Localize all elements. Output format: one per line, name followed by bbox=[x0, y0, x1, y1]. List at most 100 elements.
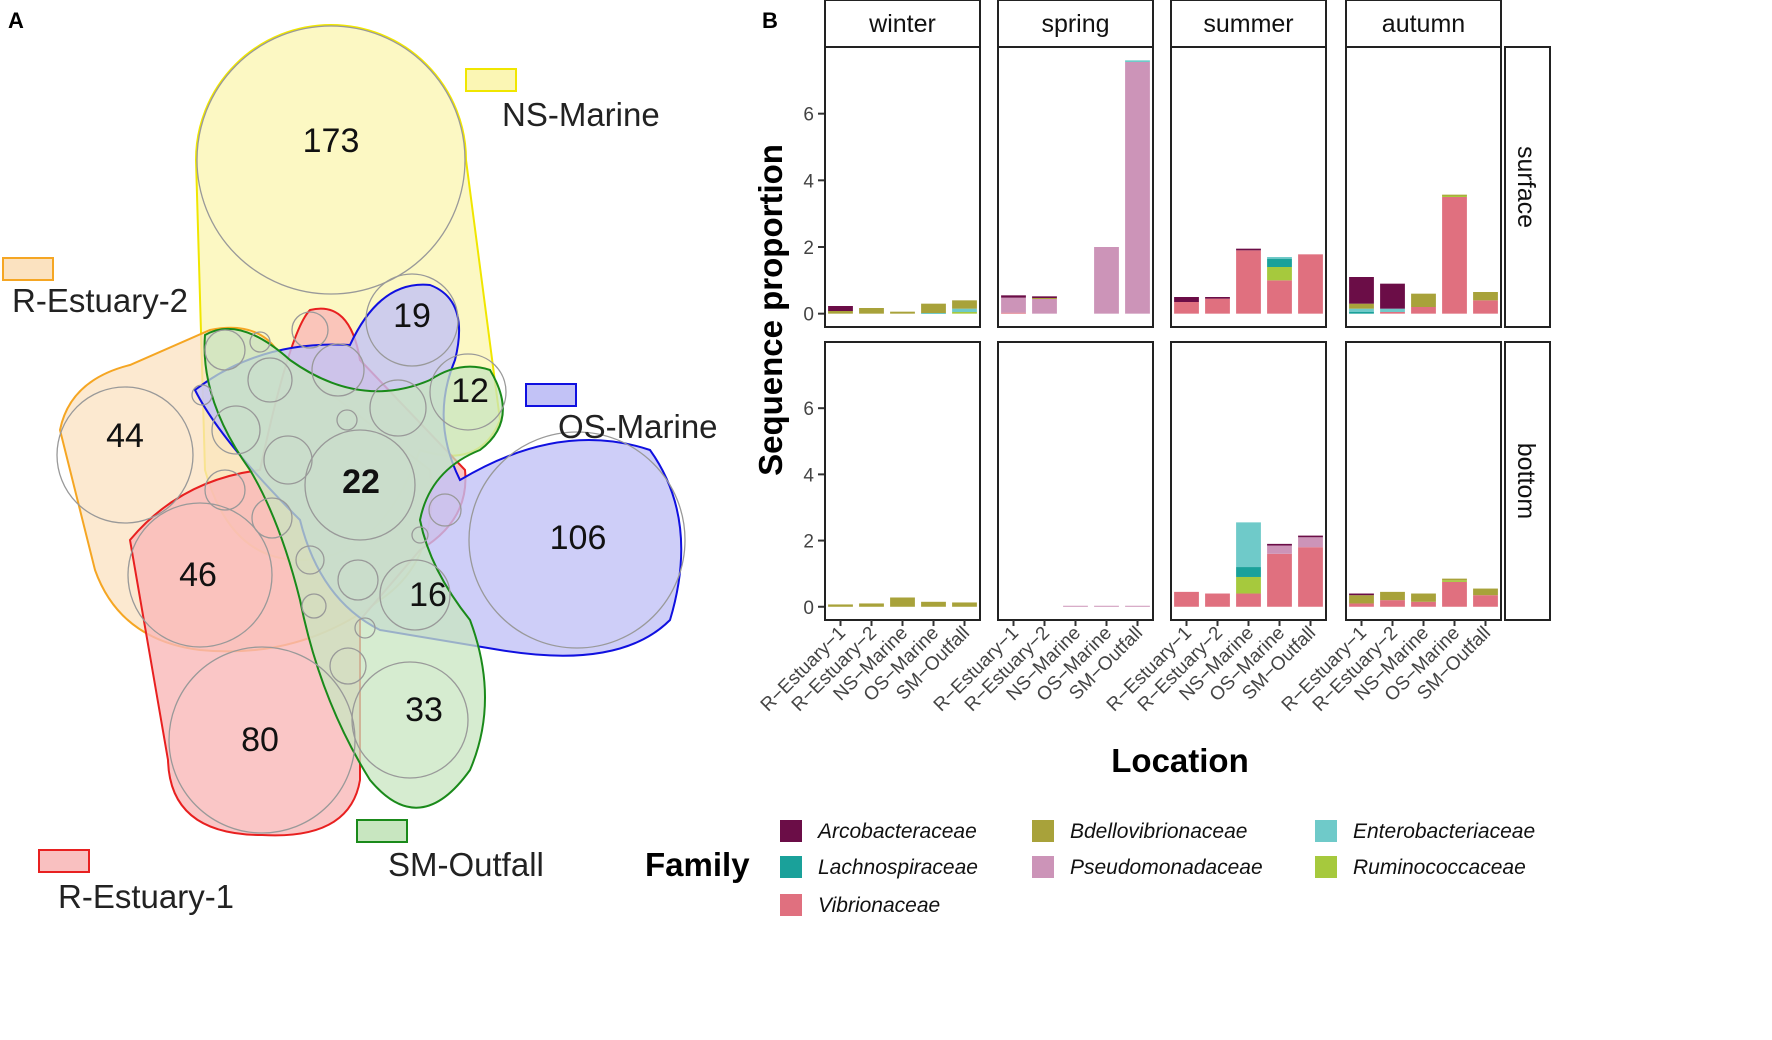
y-tick-label: 6 bbox=[803, 399, 814, 420]
label-r-estuary-1: R-Estuary-1 bbox=[58, 878, 234, 915]
bar-segment-enterobacteriaceae bbox=[1380, 308, 1405, 312]
strip-label-autumn: autumn bbox=[1382, 10, 1465, 38]
bar-segment-vibrionaceae bbox=[1473, 595, 1498, 607]
bar-segment-vibrionaceae bbox=[1411, 307, 1436, 314]
x-tick-label: R−Estuary−1 bbox=[1103, 623, 1196, 716]
legend-swatch-pseudomonadaceae bbox=[1032, 856, 1054, 878]
bar-segment-enterobacteriaceae bbox=[1267, 257, 1292, 259]
bar-segment-ruminococcaceae bbox=[952, 312, 977, 314]
bar-segment-vibrionaceae bbox=[1205, 593, 1230, 607]
bar-segment-enterobacteriaceae bbox=[1125, 60, 1150, 62]
strip-surface bbox=[1504, 46, 1551, 328]
count-sm-os-a: 12 bbox=[451, 372, 489, 410]
bar-segment-enterobacteriaceae bbox=[1349, 308, 1374, 312]
legend-swatch-vibrionaceae bbox=[780, 894, 802, 916]
strip-summer bbox=[1170, 0, 1327, 48]
x-tick-label: OS−Marine bbox=[1033, 623, 1116, 706]
count-sm-outfall-only: 33 bbox=[405, 691, 443, 729]
y-tick-label: 2 bbox=[803, 238, 814, 259]
bar-segment-vibrionaceae bbox=[1349, 603, 1374, 607]
panel-bottom-winter bbox=[824, 341, 981, 621]
bar-segment-arcobacteraceae bbox=[1236, 248, 1261, 251]
x-tick-label: R−Estuary−1 bbox=[930, 623, 1023, 716]
label-r-estuary-2: R-Estuary-2 bbox=[12, 282, 188, 319]
bar-segment-arcobacteraceae bbox=[828, 306, 853, 311]
x-tick-label: NS−Marine bbox=[830, 623, 912, 705]
x-tick-label: R−Estuary−2 bbox=[1134, 623, 1227, 716]
bar-segment-vibrionaceae bbox=[1236, 593, 1261, 607]
label-sm-outfall: SM-Outfall bbox=[388, 846, 544, 883]
bar-segment-enterobacteriaceae bbox=[1236, 522, 1261, 568]
x-tick-label: R−Estuary−2 bbox=[961, 623, 1054, 716]
strip-label-summer: summer bbox=[1203, 10, 1293, 38]
bar-segment-vibrionaceae bbox=[1001, 312, 1026, 314]
x-axis-title: Location bbox=[1111, 742, 1249, 779]
bar-segment-enterobacteriaceae bbox=[952, 308, 977, 312]
bar-segment-arcobacteraceae bbox=[1349, 593, 1374, 596]
x-tick-label: NS−Marine bbox=[1351, 623, 1433, 705]
count-all-sets: 22 bbox=[342, 463, 380, 501]
x-tick-label: SM−Outfall bbox=[1413, 623, 1495, 705]
bar-segment-vibrionaceae bbox=[1236, 250, 1261, 314]
bar-segment-bdellovibrionaceae bbox=[1473, 292, 1498, 301]
x-tick-label: OS−Marine bbox=[1206, 623, 1289, 706]
strip-bottom bbox=[1504, 341, 1551, 621]
bar-segment-arcobacteraceae bbox=[1298, 535, 1323, 538]
bar-segment-bdellovibrionaceae bbox=[921, 303, 946, 313]
bar-segment-pseudomonadaceae bbox=[1298, 537, 1323, 548]
bar-segment-lachnospiraceae bbox=[1236, 567, 1261, 577]
legend-label-ruminococcaceae: Ruminococcaceae bbox=[1353, 856, 1526, 879]
bar-segment-bdellovibrionaceae bbox=[1380, 591, 1405, 601]
count-ns-os: 19 bbox=[393, 297, 431, 335]
bar-segment-vibrionaceae bbox=[1174, 591, 1199, 607]
legend-swatch-arcobacteraceae bbox=[780, 820, 802, 842]
bar-segment-arcobacteraceae bbox=[1205, 297, 1230, 299]
count-os-marine-only: 106 bbox=[550, 519, 607, 557]
y-tick-label: 2 bbox=[803, 532, 814, 553]
bar-segment-bdellovibrionaceae bbox=[1473, 588, 1498, 596]
panel-surface-summer bbox=[1170, 46, 1327, 328]
legend-swatch-ruminococcaceae bbox=[1315, 856, 1337, 878]
bar-segment-vibrionaceae bbox=[1442, 197, 1467, 314]
legend-swatch-bdellovibrionaceae bbox=[1032, 820, 1054, 842]
x-tick-label: SM−Outfall bbox=[1238, 623, 1320, 705]
panel-a-tag: A bbox=[8, 8, 24, 33]
strip-winter bbox=[824, 0, 981, 48]
euler-diagram: A 173 44 106 33 80 22 46 19 12 16 NS-Mar… bbox=[2, 8, 718, 915]
count-r-estuary-1-2: 46 bbox=[179, 556, 217, 594]
label-os-marine: OS-Marine bbox=[558, 408, 718, 445]
count-sm-os-b: 16 bbox=[409, 576, 447, 614]
x-tick-label: SM−Outfall bbox=[892, 623, 974, 705]
bar-segment-bdellovibrionaceae bbox=[1411, 593, 1436, 602]
bar-segment-pseudomonadaceae bbox=[1267, 545, 1292, 554]
y-tick-label: 0 bbox=[803, 305, 814, 326]
x-tick-label: SM−Outfall bbox=[1065, 623, 1147, 705]
bar-segment-vibrionaceae bbox=[1267, 553, 1292, 607]
legend-label-pseudomonadaceae: Pseudomonadaceae bbox=[1070, 856, 1263, 879]
bar-segment-pseudomonadaceae bbox=[1125, 605, 1150, 607]
bar-segment-bdellovibrionaceae bbox=[921, 601, 946, 607]
y-tick-label: 0 bbox=[803, 598, 814, 619]
bar-segment-arcobacteraceae bbox=[1267, 543, 1292, 546]
legend-key-os-marine bbox=[525, 383, 577, 407]
strip-label-winter: winter bbox=[868, 10, 936, 38]
legend-key-sm-outfall bbox=[356, 819, 408, 843]
bar-segment-vibrionaceae bbox=[1267, 280, 1292, 314]
label-ns-marine: NS-Marine bbox=[502, 96, 660, 133]
bar-segment-pseudomonadaceae bbox=[1032, 298, 1057, 314]
bar-segment-vibrionaceae bbox=[1298, 547, 1323, 607]
bar-segment-ruminococcaceae bbox=[1267, 267, 1292, 281]
panel-surface-winter bbox=[824, 46, 981, 328]
legend-label-arcobacteraceae: Arcobacteraceae bbox=[816, 820, 977, 843]
bar-segment-bdellovibrionaceae bbox=[890, 311, 915, 314]
strip-label-spring: spring bbox=[1041, 10, 1109, 38]
legend-label-bdellovibrionaceae: Bdellovibrionaceae bbox=[1070, 820, 1247, 843]
bar-segment-bdellovibrionaceae bbox=[1032, 298, 1057, 299]
x-tick-label: OS−Marine bbox=[860, 623, 943, 706]
x-tick-label: R−Estuary−2 bbox=[1309, 623, 1402, 716]
bar-segment-vibrionaceae bbox=[1205, 298, 1230, 314]
x-tick-label: OS−Marine bbox=[1381, 623, 1464, 706]
bar-segment-arcobacteraceae bbox=[1001, 295, 1026, 298]
legend-label-vibrionaceae: Vibrionaceae bbox=[818, 894, 940, 917]
panel-bottom-summer bbox=[1170, 341, 1327, 621]
